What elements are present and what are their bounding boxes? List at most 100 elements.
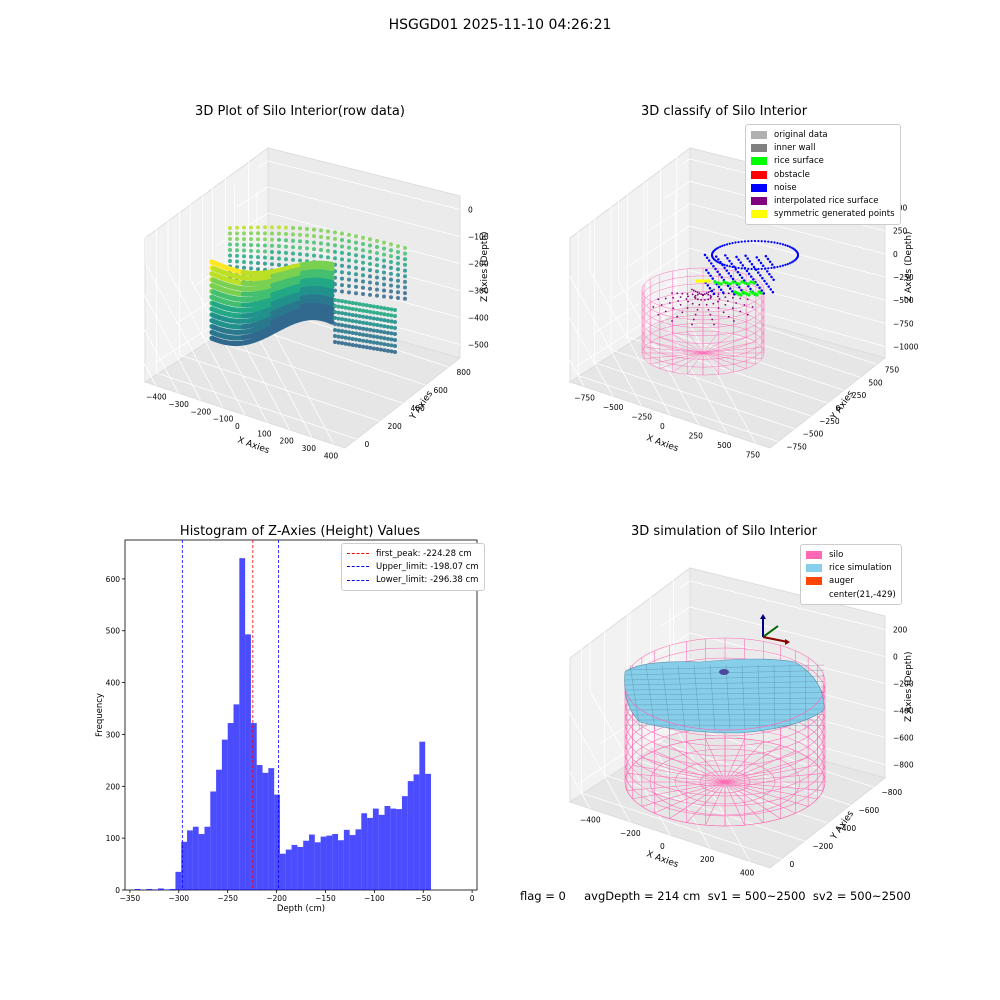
histogram-bar bbox=[227, 723, 234, 890]
histogram-ytick-label: 200 bbox=[106, 782, 121, 791]
panel4-legend-swatch bbox=[806, 563, 822, 572]
histogram-bar bbox=[384, 806, 391, 890]
histogram-legend-label: first_peak: -224.28 cm bbox=[376, 548, 472, 559]
histogram-bar bbox=[181, 841, 188, 890]
panel2-legend-swatch bbox=[751, 157, 767, 166]
panel2-legend-label: inner wall bbox=[774, 142, 816, 153]
histogram-bar bbox=[419, 741, 426, 890]
histogram-bar bbox=[175, 871, 182, 890]
panel2-legend: original data inner wall rice surface obsta… bbox=[745, 124, 901, 226]
panel4-ztick-label: −400 bbox=[893, 707, 914, 716]
panel2-xtick-label: 750 bbox=[746, 450, 761, 459]
panel2-ytick-label: 0 bbox=[836, 404, 841, 413]
histogram-bar bbox=[407, 781, 414, 890]
panel1-ztick-label: −100 bbox=[468, 233, 489, 242]
histogram-bar bbox=[413, 774, 420, 890]
histogram-xtick-label: −150 bbox=[315, 894, 336, 903]
histogram-bar bbox=[216, 769, 222, 890]
histogram-bar bbox=[268, 768, 275, 890]
histogram-xtick-label: −250 bbox=[217, 894, 238, 903]
histogram-xtick-label: −200 bbox=[266, 894, 287, 903]
panel4-ytick-label: −400 bbox=[836, 824, 857, 833]
panel4-xtick-label: −200 bbox=[620, 829, 641, 838]
histogram-legend-swatch bbox=[347, 553, 369, 555]
histogram-xtick-label: −50 bbox=[415, 894, 431, 903]
histogram-legend-item: Upper_limit: -198.07 cm bbox=[347, 560, 479, 573]
histogram-legend-item: Lower_limit: -296.38 cm bbox=[347, 574, 479, 587]
histogram-ytick-label: 600 bbox=[106, 575, 121, 584]
panel2-legend-label: obstacle bbox=[774, 169, 810, 180]
histogram-ytick-label: 100 bbox=[106, 834, 121, 843]
panel1-3d-plot: −400−300−200−100010020030040002004006008… bbox=[78, 133, 490, 460]
histogram-bar bbox=[233, 704, 240, 890]
panel2-legend-label: symmetric generated points bbox=[774, 209, 895, 220]
panel1-ztick-label: 0 bbox=[468, 206, 473, 215]
histogram-xtick-label: −100 bbox=[364, 894, 385, 903]
panel4-legend: silo rice simulation auger center(21,-429) bbox=[800, 544, 902, 606]
histogram-xtick-label: 0 bbox=[470, 894, 475, 903]
panel4-ytick-label: −200 bbox=[813, 842, 834, 851]
panel2-legend-swatch bbox=[751, 210, 767, 219]
histogram-ytick-label: 400 bbox=[106, 679, 121, 688]
panel1-ztick-label: −400 bbox=[468, 314, 489, 323]
histogram-bar bbox=[256, 765, 263, 890]
panel2-legend-swatch bbox=[751, 130, 767, 139]
panel2-xlabel: X Axies bbox=[645, 433, 680, 454]
panel2-ztick-label: −750 bbox=[893, 319, 914, 328]
histogram-bar bbox=[361, 813, 368, 890]
panel1-ytick-label: 400 bbox=[411, 404, 426, 413]
panel4-zlabel: Z Axies (Depth) bbox=[904, 651, 914, 722]
histogram-bar bbox=[303, 840, 310, 890]
histogram-bar bbox=[134, 888, 141, 890]
histogram-ytick-label: 500 bbox=[106, 627, 121, 636]
panel2-ytick-label: 750 bbox=[885, 365, 900, 374]
histogram-bar bbox=[158, 888, 164, 890]
panel4-ztick-label: −200 bbox=[893, 680, 914, 689]
status-footer: flag = 0 avgDepth = 214 cm sv1 = 500~250… bbox=[520, 889, 911, 903]
panel4-legend-item: silo bbox=[806, 548, 896, 561]
panel2-legend-swatch bbox=[751, 183, 767, 192]
panel4-ytick-label: −800 bbox=[882, 788, 903, 797]
panel4-ztick-label: −600 bbox=[893, 734, 914, 743]
panel1-ytick-label: 0 bbox=[365, 440, 370, 449]
panel4-3d-plot: −400−20002004000−200−400−600−8002000−200… bbox=[509, 556, 914, 877]
histogram-legend-label: Upper_limit: -198.07 cm bbox=[376, 561, 479, 572]
panel2-legend-item: original data bbox=[751, 128, 895, 141]
panel2-legend-label: interpolated rice surface bbox=[774, 196, 879, 207]
histogram-bar bbox=[146, 888, 153, 890]
panel2-xtick-label: −250 bbox=[631, 413, 652, 422]
histogram-ytick-label: 300 bbox=[106, 730, 121, 739]
panel1-ztick-label: −300 bbox=[468, 287, 489, 296]
panel1-ytick-label: 600 bbox=[434, 386, 449, 395]
histogram-legend-swatch bbox=[347, 566, 369, 568]
panel4-ztick-label: 0 bbox=[893, 653, 898, 662]
histogram-bar bbox=[349, 835, 356, 890]
panel4-legend-label: rice simulation bbox=[829, 562, 892, 573]
histogram-legend-label: Lower_limit: -296.38 cm bbox=[376, 575, 479, 586]
histogram-bar bbox=[198, 834, 205, 890]
panel4-ztick-label: −800 bbox=[893, 761, 914, 770]
histogram-bar bbox=[250, 723, 257, 890]
panel2-legend-item: interpolated rice surface bbox=[751, 194, 895, 207]
histogram-bar bbox=[378, 814, 385, 890]
histogram-bar bbox=[425, 773, 431, 890]
histogram-legend-swatch bbox=[347, 579, 369, 581]
histogram-bar bbox=[355, 829, 362, 890]
panel4-xlabel: X Axies bbox=[645, 849, 680, 870]
histogram-bar bbox=[338, 840, 344, 890]
auger-axes-marker bbox=[760, 614, 790, 645]
panel4-xtick-label: −400 bbox=[580, 816, 601, 825]
panel2-legend-item: noise bbox=[751, 181, 895, 194]
panel2-ytick-label: 500 bbox=[868, 378, 883, 387]
histogram-bar bbox=[401, 796, 408, 890]
panel4-ytick-label: 0 bbox=[790, 860, 795, 869]
histogram-bar bbox=[320, 836, 327, 890]
histogram-bar bbox=[332, 834, 339, 890]
histogram-xlabel: Depth (cm) bbox=[277, 904, 325, 914]
histogram-bar bbox=[309, 834, 315, 890]
histogram-bar bbox=[285, 849, 292, 890]
panel1-title: 3D Plot of Silo Interior(row data) bbox=[195, 104, 405, 119]
panel2-ytick-label: −250 bbox=[819, 417, 840, 426]
panel4-title: 3D simulation of Silo Interior bbox=[631, 524, 817, 539]
figure-title: HSGGD01 2025-11-10 04:26:21 bbox=[388, 17, 612, 33]
